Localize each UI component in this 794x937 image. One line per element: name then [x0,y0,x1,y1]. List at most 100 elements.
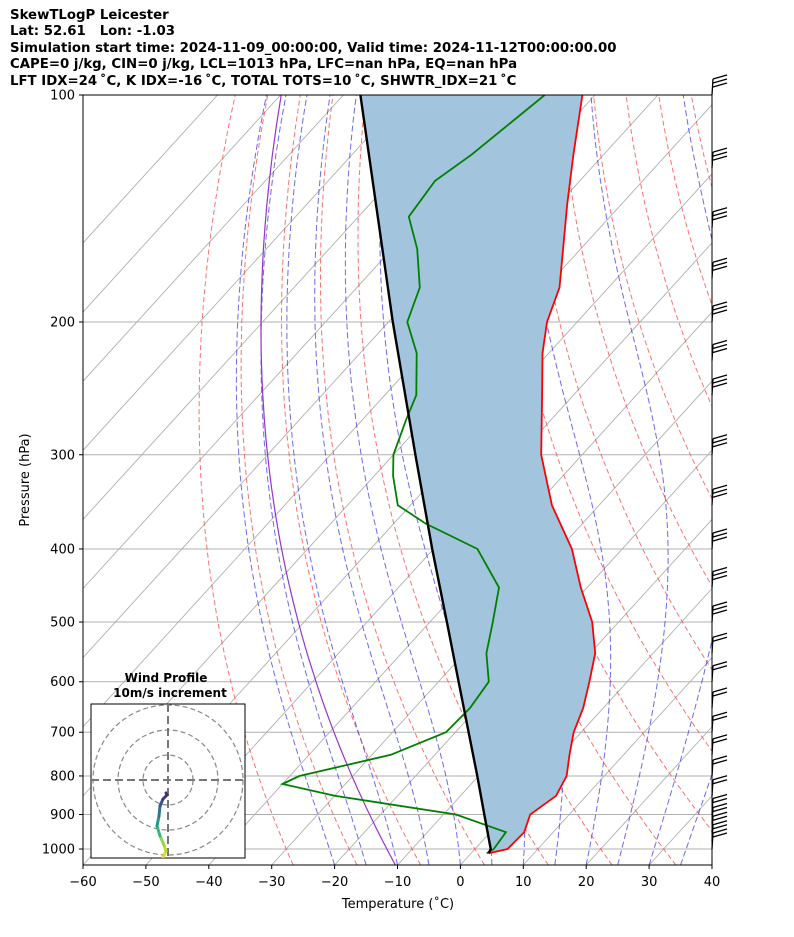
x-tick-label: 30 [641,875,658,890]
moist-adiabat [711,863,712,865]
hodograph-segment [157,804,162,818]
cape-shading [360,95,596,854]
shaded-region [360,95,596,854]
x-tick-label: −30 [258,875,285,890]
moist-adiabat [314,95,430,865]
y-tick-label: 400 [50,542,75,557]
moist-adiabat [590,95,669,865]
wind-barb [711,301,728,323]
chart-title: SkewTLogP Leicester [10,8,169,23]
x-tick-label: −50 [132,875,159,890]
isotherm-line [648,795,712,865]
y-tick-label: 700 [50,726,75,741]
y-tick-label: 300 [50,448,75,463]
isotherm-line [83,95,344,382]
wind-barb [711,257,728,279]
dry-adiabat [724,95,794,865]
chart-header: SkewTLogP Leicester Lat: 52.61 Lon: -1.0… [10,8,617,90]
wind-barb [711,434,728,455]
x-tick-label: −20 [321,875,348,890]
isotherm-line [334,449,712,865]
wind-barb [711,601,728,623]
wind-barb [711,147,728,169]
dewpoint-line [279,95,546,855]
y-tick-label: 800 [50,769,75,784]
dry-adiabat [789,95,794,865]
dry-adiabat [690,95,712,189]
indices-line-1: CAPE=0 j/kg, CIN=0 j/kg, LCL=1013 hPa, L… [10,57,518,73]
y-axis-label: Pressure (hPa) [18,433,33,526]
reference-line [260,95,396,865]
isotherm-line [271,380,712,865]
wind-barb [711,775,728,796]
dry-adiabat [560,95,712,587]
moist-adiabat [680,772,712,865]
wind-barb [711,755,728,776]
wind-barb [711,687,728,708]
wind-barb [711,207,728,228]
wind-profile-inset: Wind Profile 10m/s increment [90,671,246,859]
dry-adiabat [357,95,549,865]
isotherm-line [522,656,712,865]
y-tick-label: 1000 [42,843,75,858]
inset-title: Wind Profile [125,671,208,685]
y-tick-label: 100 [50,89,75,104]
moist-adiabat [260,95,367,865]
time-line: Simulation start time: 2024-11-09_00:00:… [10,40,617,56]
dry-adiabat [756,95,794,865]
dry-adiabat [198,95,294,865]
isotherm-line [460,587,712,865]
wind-barb [711,711,728,733]
hodograph-segment [164,791,169,797]
isotherm-line [711,864,712,865]
x-tick-label: −60 [69,875,96,890]
x-axis-label: Temperature (˚C) [341,896,454,912]
hodograph-segment [155,814,161,828]
dry-adiabat [240,95,358,865]
x-tick-label: −40 [195,875,222,890]
y-tick-label: 900 [50,808,75,823]
moist-adiabat [520,95,612,865]
wind-barb [711,484,728,506]
wind-barb [711,566,728,588]
hodograph-segment [158,834,166,847]
isotherm-line [83,95,407,451]
isotherm-line [83,95,470,521]
wind-barb [711,828,728,850]
indices-line-2: LFT IDX=24 ˚C, K IDX=-16 ˚C, TOTAL TOTS=… [10,73,517,89]
wind-barb [711,661,728,682]
wind-barb [711,632,728,654]
wind-barb [711,528,728,550]
dry-adiabat [320,95,485,865]
x-tick-label: −10 [384,875,411,890]
wind-barbs [711,74,728,850]
dry-adiabat [280,95,422,865]
moist-adiabat [344,95,461,865]
moist-adiabat [235,95,336,865]
x-tick-label: 0 [456,875,464,890]
hodograph-segment [155,824,162,838]
moist-adiabat [648,95,712,865]
y-tick-label: 200 [50,315,75,330]
x-tick-label: 40 [704,875,721,890]
isotherm-line [83,95,281,313]
location-line: Lat: 52.61 Lon: -1.03 [10,24,176,40]
isotherm-line [83,95,218,244]
wind-barb [711,374,728,396]
x-tick-label: 20 [578,875,595,890]
isotherm-line [585,726,712,865]
isotherm-line [208,311,712,865]
profile-lines [279,95,597,855]
moist-adiabat [286,95,398,865]
wind-barb [711,339,728,361]
parcel-line [359,95,492,854]
y-tick-label: 600 [50,675,75,690]
dry-adiabat [527,95,712,671]
adiabat-lines [198,95,794,865]
inset-subtitle: 10m/s increment [113,686,227,700]
wind-barb [711,734,728,755]
y-tick-label: 500 [50,616,75,631]
wind-barb [711,793,728,815]
